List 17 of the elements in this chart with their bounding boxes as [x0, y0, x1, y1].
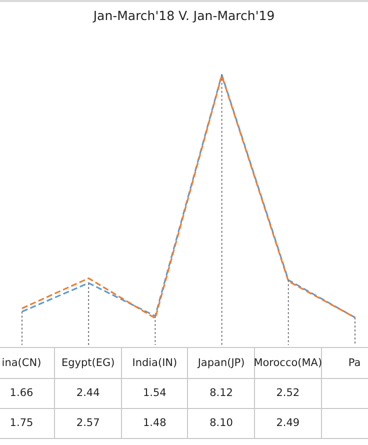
data-label: 2.44: [55, 378, 122, 408]
data-label: 8.10: [188, 408, 256, 438]
x-tick-label: ina(CN): [0, 348, 56, 378]
data-label: 2.57: [55, 408, 122, 438]
x-tick-label: India(IN): [122, 348, 188, 378]
data-label: 1.75: [0, 408, 56, 438]
chart-title: Jan-March'18 V. Jan-March'19: [92, 8, 276, 23]
data-label: 1.48: [122, 408, 188, 438]
x-tick-label: Pa: [322, 348, 368, 378]
data-label: 2.52: [255, 378, 322, 408]
x-tick-label: Japan(JP): [188, 348, 256, 378]
x-tick-label: Morocco(MA): [254, 348, 322, 378]
data-label: 8.12: [188, 378, 256, 408]
data-label: 2.49: [255, 408, 322, 438]
x-tick-label: Egypt(EG): [55, 348, 122, 378]
data-label: 1.54: [122, 378, 188, 408]
data-label: 1.66: [0, 378, 56, 408]
